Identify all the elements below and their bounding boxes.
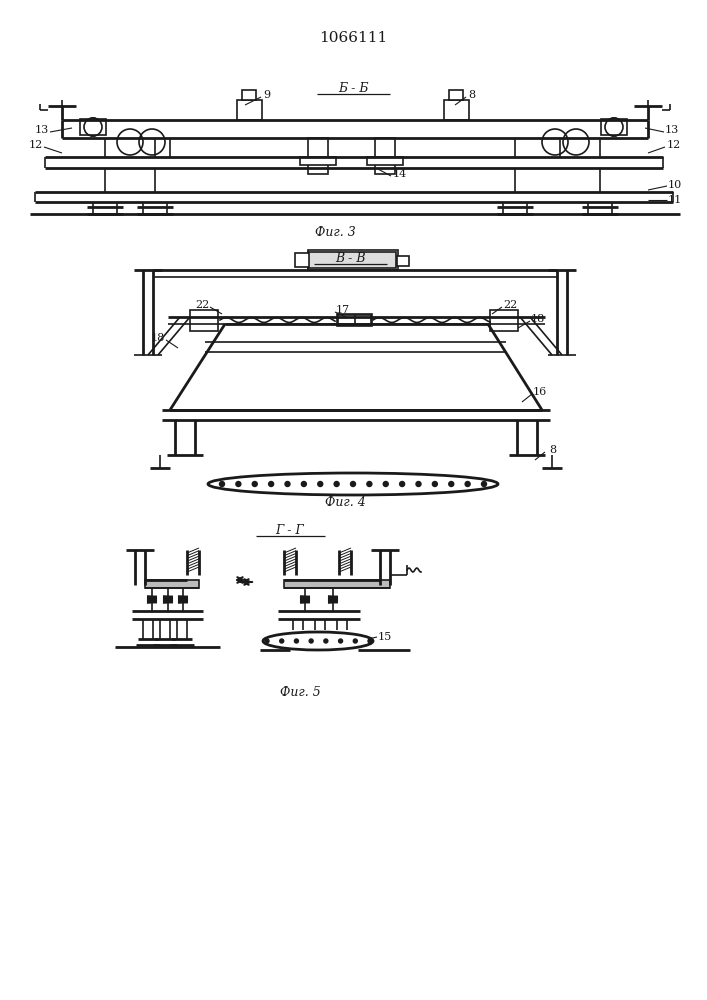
Circle shape bbox=[481, 482, 486, 487]
Bar bbox=[375, 138, 395, 174]
Circle shape bbox=[265, 639, 269, 643]
Circle shape bbox=[383, 482, 388, 487]
Text: Г - Г: Г - Г bbox=[276, 524, 305, 536]
Circle shape bbox=[294, 639, 298, 643]
Text: 8: 8 bbox=[469, 90, 476, 100]
Bar bbox=[300, 157, 336, 165]
Bar bbox=[601, 119, 627, 135]
Bar bbox=[190, 310, 218, 331]
Text: 18: 18 bbox=[531, 314, 545, 324]
Bar bbox=[242, 90, 256, 100]
Text: 12: 12 bbox=[667, 140, 681, 150]
Text: 14: 14 bbox=[393, 169, 407, 179]
Circle shape bbox=[433, 482, 438, 487]
Bar bbox=[237, 100, 262, 120]
Bar bbox=[308, 250, 398, 270]
Bar bbox=[338, 315, 371, 325]
Bar bbox=[490, 310, 518, 331]
Text: 15: 15 bbox=[378, 632, 392, 642]
Bar bbox=[449, 90, 463, 100]
Circle shape bbox=[399, 482, 404, 487]
Bar bbox=[308, 138, 328, 174]
Circle shape bbox=[416, 482, 421, 487]
Bar bbox=[397, 256, 409, 266]
Circle shape bbox=[285, 482, 290, 487]
Text: 9: 9 bbox=[264, 90, 271, 100]
Text: 16: 16 bbox=[533, 387, 547, 397]
Text: Фиг. 5: Фиг. 5 bbox=[280, 686, 320, 698]
Ellipse shape bbox=[263, 632, 373, 650]
Bar bbox=[444, 100, 469, 120]
Text: 11: 11 bbox=[668, 195, 682, 205]
Circle shape bbox=[324, 639, 328, 643]
Circle shape bbox=[252, 482, 257, 487]
Circle shape bbox=[354, 639, 357, 643]
Circle shape bbox=[368, 639, 372, 643]
Ellipse shape bbox=[208, 473, 498, 495]
Circle shape bbox=[269, 482, 274, 487]
Circle shape bbox=[449, 482, 454, 487]
Circle shape bbox=[317, 482, 323, 487]
Text: 8: 8 bbox=[549, 445, 556, 455]
Text: В - В: В - В bbox=[334, 251, 366, 264]
Text: 22: 22 bbox=[503, 300, 517, 310]
Text: Б - Б: Б - Б bbox=[338, 82, 368, 95]
Bar bbox=[295, 253, 309, 267]
Circle shape bbox=[301, 482, 306, 487]
Text: 10: 10 bbox=[668, 180, 682, 190]
Bar bbox=[308, 252, 396, 268]
Text: 1066111: 1066111 bbox=[319, 31, 387, 45]
Circle shape bbox=[219, 482, 225, 487]
Text: 17: 17 bbox=[336, 305, 350, 315]
Circle shape bbox=[334, 482, 339, 487]
Bar bbox=[145, 580, 199, 588]
Text: 13: 13 bbox=[665, 125, 679, 135]
Text: 18: 18 bbox=[151, 333, 165, 343]
Circle shape bbox=[351, 482, 356, 487]
Bar bbox=[284, 580, 390, 588]
Circle shape bbox=[236, 482, 241, 487]
Circle shape bbox=[367, 482, 372, 487]
Bar bbox=[337, 314, 372, 326]
Text: 13: 13 bbox=[35, 125, 49, 135]
Circle shape bbox=[280, 639, 284, 643]
Bar bbox=[367, 157, 403, 165]
Circle shape bbox=[465, 482, 470, 487]
Text: Фиг. 3: Фиг. 3 bbox=[315, 226, 356, 238]
Text: Фиг. 4: Фиг. 4 bbox=[325, 495, 366, 508]
Text: 12: 12 bbox=[29, 140, 43, 150]
Circle shape bbox=[309, 639, 313, 643]
Circle shape bbox=[339, 639, 343, 643]
Bar bbox=[80, 119, 106, 135]
Text: 22: 22 bbox=[195, 300, 209, 310]
